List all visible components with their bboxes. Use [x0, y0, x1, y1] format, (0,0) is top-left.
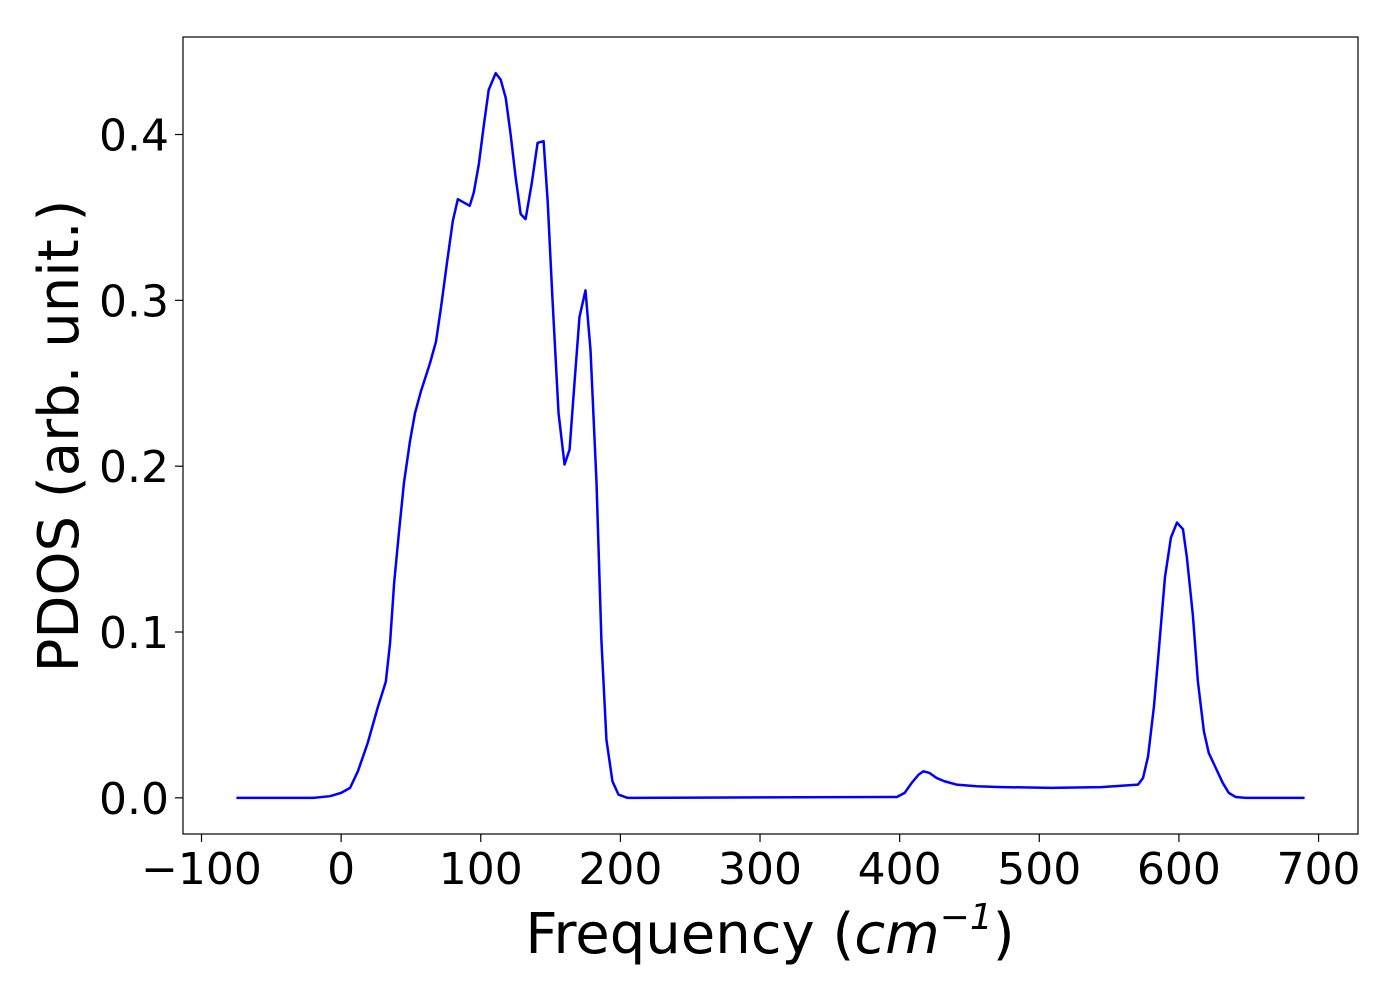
x-tick-label: 300 — [718, 844, 802, 895]
x-tick-label: 700 — [1277, 844, 1361, 895]
y-axis-label: PDOS (arb. unit.) — [27, 200, 92, 673]
x-tick-label: 400 — [858, 844, 942, 895]
x-tick-label: 500 — [997, 844, 1081, 895]
x-tick-label: 200 — [578, 844, 662, 895]
x-tick-label: 100 — [439, 844, 523, 895]
y-tick-label: 0.1 — [99, 608, 169, 659]
x-label-part: ) — [993, 902, 1015, 967]
x-tick-label: −100 — [141, 844, 262, 895]
y-tick-label: 0.3 — [99, 276, 169, 327]
x-tick-label: 0 — [327, 844, 355, 895]
y-tick-label: 0.0 — [99, 774, 169, 825]
x-tick-label: 600 — [1137, 844, 1221, 895]
plot-frame — [182, 36, 1359, 835]
x-label-part: −1 — [940, 897, 993, 938]
y-tick-label: 0.4 — [99, 111, 169, 162]
x-label-part: cm — [854, 902, 939, 967]
x-label-part: Frequency ( — [525, 902, 854, 967]
x-axis-label: Frequency (cm−1) — [525, 897, 1014, 967]
line — [236, 71, 1305, 800]
y-tick-label: 0.2 — [99, 442, 169, 493]
